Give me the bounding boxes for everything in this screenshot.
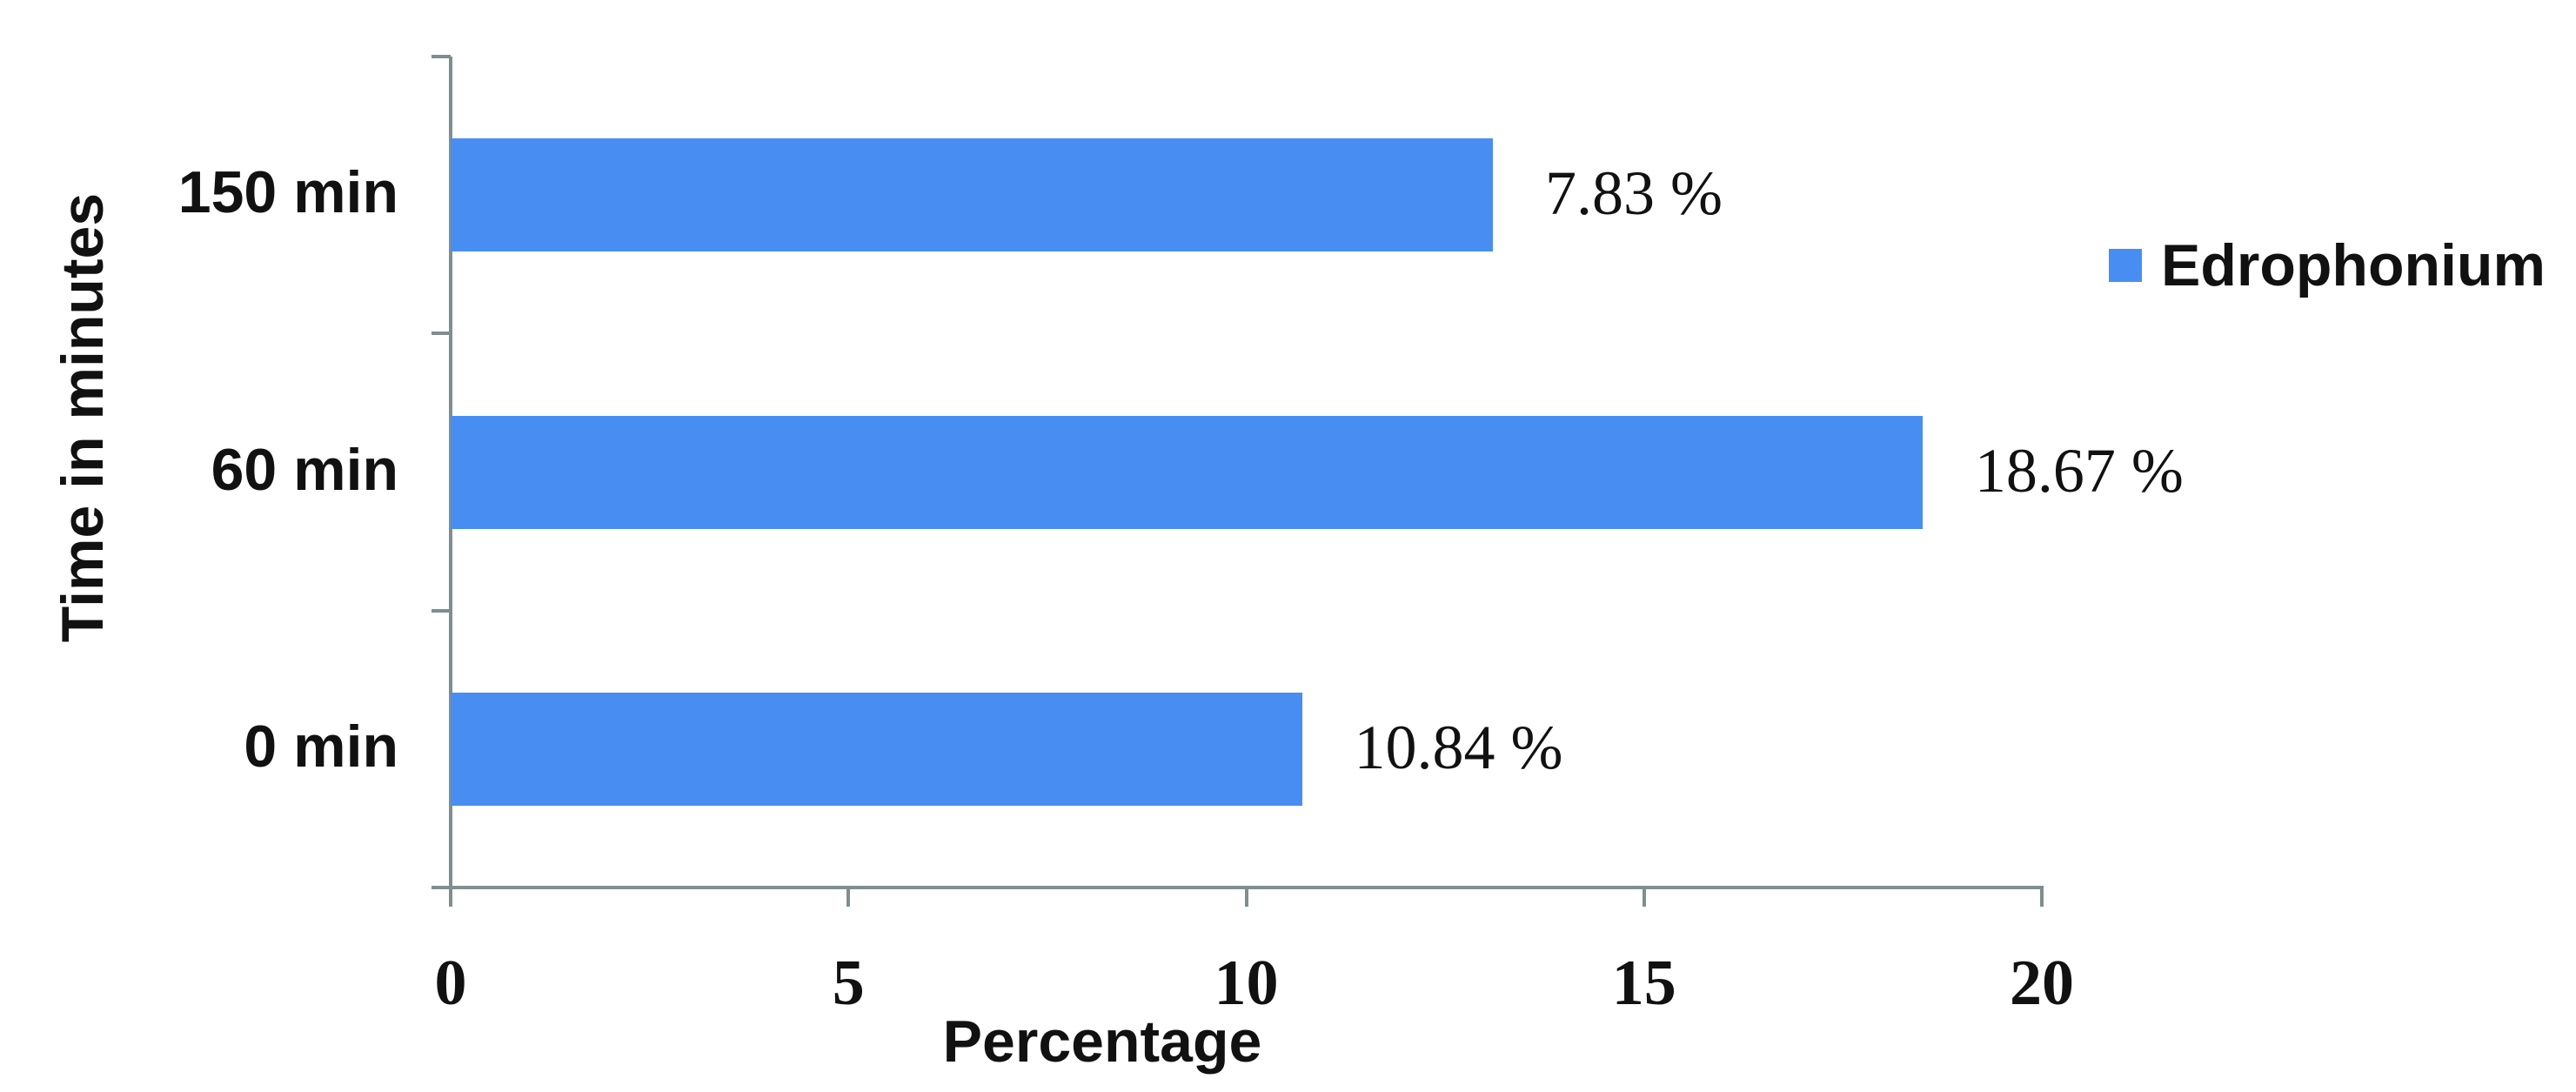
x-axis-tick	[2040, 888, 2044, 907]
x-axis-tick-label: 20	[2010, 948, 2074, 1019]
x-axis-tick-label: 10	[1214, 948, 1279, 1019]
bar	[451, 692, 1302, 806]
category-label: 0 min	[244, 713, 398, 780]
y-axis-tick	[432, 332, 451, 336]
x-axis-tick	[846, 888, 851, 907]
y-axis-tick	[432, 608, 451, 613]
y-axis-title: Time in minutes	[50, 192, 116, 643]
data-label: 10.84 %	[1354, 712, 1563, 782]
x-axis-tick-label: 5	[832, 948, 865, 1019]
category-label: 150 min	[177, 159, 398, 226]
x-axis-tick-label: 15	[1611, 948, 1676, 1019]
y-axis-tick	[432, 55, 451, 58]
x-axis-tick	[449, 888, 452, 907]
category-label: 60 min	[211, 436, 398, 503]
y-axis-tick	[432, 886, 451, 889]
legend-series-label: Edrophonium	[2161, 232, 2546, 298]
x-axis-tick	[1244, 888, 1248, 907]
legend: Edrophonium	[2109, 231, 2546, 299]
x-axis-tick	[1642, 888, 1646, 907]
x-axis-line	[435, 886, 2044, 889]
data-label: 18.67 %	[1974, 435, 2184, 506]
x-axis-tick-label: 0	[434, 948, 467, 1019]
bar	[451, 138, 1493, 252]
data-label: 7.83 %	[1544, 157, 1723, 228]
legend-color-swatch	[2109, 249, 2142, 282]
bar	[451, 415, 1923, 529]
x-axis-title: Percentage	[942, 1008, 1262, 1075]
